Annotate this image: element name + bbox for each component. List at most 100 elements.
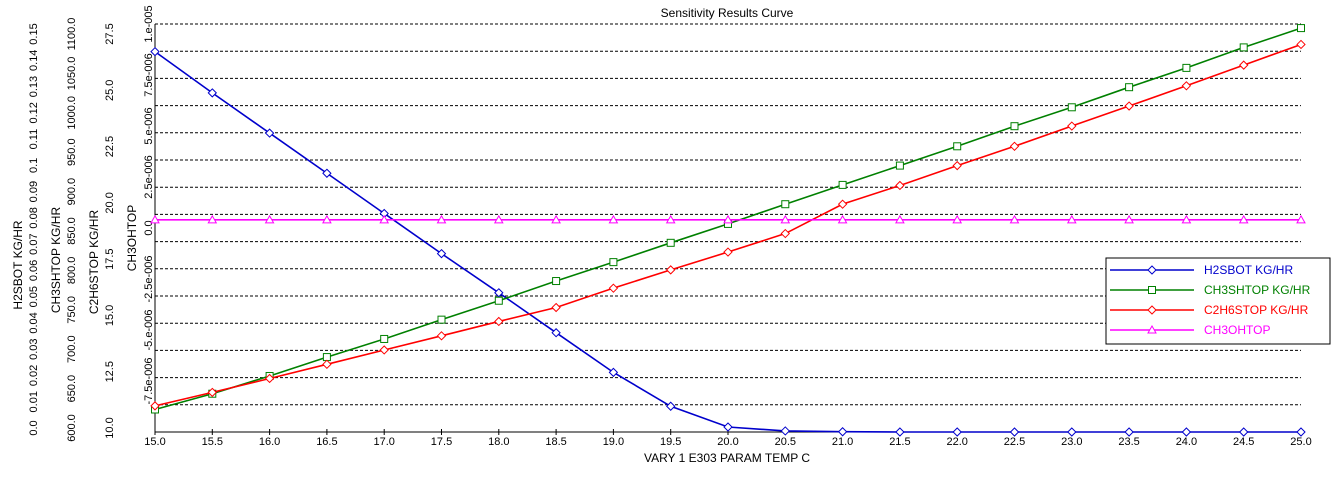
data-point bbox=[551, 302, 561, 313]
data-point bbox=[781, 200, 790, 209]
data-point bbox=[494, 296, 503, 305]
y-axis-3-tick-label: 10.0 bbox=[104, 417, 116, 438]
data-point bbox=[379, 345, 389, 355]
data-point bbox=[665, 214, 676, 224]
y-axis-4-tick-label: 5.e-006 bbox=[143, 107, 155, 144]
y-axis-1-tick-label: 0.06 bbox=[28, 260, 40, 281]
data-point bbox=[723, 214, 733, 224]
y-axis-1-tick-label: 0.05 bbox=[28, 286, 40, 307]
data-point bbox=[1181, 214, 1192, 224]
y-axis-1-title: H2SBOT KG/HR bbox=[11, 220, 25, 309]
y-axis-1-tick-label: 0.14 bbox=[28, 50, 40, 71]
y-axis-2-tick-label: 900.0 bbox=[66, 178, 78, 206]
data-point bbox=[953, 142, 962, 151]
y-axis-1-tick-label: 0.0 bbox=[28, 420, 40, 435]
data-point bbox=[1067, 427, 1077, 437]
data-point bbox=[895, 214, 905, 224]
data-point bbox=[895, 180, 905, 191]
data-point bbox=[551, 328, 561, 338]
data-point bbox=[552, 277, 561, 286]
y-axis-3-tick-label: 20.0 bbox=[104, 192, 116, 213]
data-point bbox=[264, 128, 275, 138]
data-point bbox=[895, 427, 905, 437]
data-point bbox=[1067, 103, 1076, 112]
data-point bbox=[264, 214, 275, 224]
data-point bbox=[436, 214, 447, 224]
x-tick-label: 18.0 bbox=[488, 436, 509, 448]
data-point bbox=[380, 334, 389, 343]
y-axis-2-tick-label: 850.0 bbox=[66, 217, 78, 245]
data-point bbox=[437, 315, 446, 324]
data-point bbox=[1009, 141, 1020, 151]
data-point bbox=[1009, 214, 1020, 224]
data-point bbox=[838, 180, 847, 189]
data-point bbox=[837, 427, 848, 437]
data-point bbox=[780, 214, 791, 224]
legend-marker bbox=[1147, 324, 1157, 334]
x-tick-label: 25.0 bbox=[1290, 436, 1311, 448]
data-point bbox=[1181, 81, 1192, 91]
data-point bbox=[608, 283, 619, 293]
data-point bbox=[1066, 214, 1077, 224]
y-axis-3-tick-label: 27.5 bbox=[104, 23, 116, 44]
data-point bbox=[837, 199, 848, 209]
y-axis-2-tick-label: 1050.0 bbox=[66, 57, 78, 91]
y-axis-3-tick-label: 12.5 bbox=[104, 361, 116, 382]
data-point bbox=[322, 359, 332, 370]
y-axis-4-tick-label: -5.e-006 bbox=[143, 310, 155, 351]
data-point bbox=[608, 214, 619, 224]
data-point bbox=[1010, 122, 1019, 131]
y-axis-4-tick-label: -7.5e-006 bbox=[143, 357, 155, 404]
legend-marker bbox=[1148, 286, 1156, 294]
x-tick-label: 17.0 bbox=[373, 436, 394, 448]
x-tick-label: 21.5 bbox=[889, 436, 910, 448]
data-point bbox=[551, 214, 561, 224]
data-point bbox=[207, 88, 218, 98]
x-tick-label: 16.0 bbox=[259, 436, 280, 448]
x-tick-label: 19.5 bbox=[660, 436, 681, 448]
x-tick-label: 22.5 bbox=[1004, 436, 1025, 448]
data-point bbox=[207, 387, 218, 398]
y-axis-1-tick-label: 0.12 bbox=[28, 102, 40, 123]
data-point bbox=[322, 353, 331, 362]
data-point bbox=[264, 373, 275, 384]
data-point bbox=[1182, 63, 1191, 72]
x-tick-label: 24.0 bbox=[1176, 436, 1197, 448]
data-point bbox=[1296, 427, 1306, 437]
legend-marker bbox=[1147, 305, 1157, 315]
legend-label: C2H6STOP KG/HR bbox=[1204, 303, 1309, 317]
legend-box bbox=[1105, 257, 1331, 345]
data-point bbox=[150, 401, 160, 411]
y-axis-1-tick-label: 0.08 bbox=[28, 207, 40, 228]
legend-marker bbox=[1147, 265, 1157, 275]
x-axis-title: VARY 1 E303 PARAM TEMP C bbox=[644, 451, 810, 465]
data-point bbox=[1297, 24, 1305, 33]
y-axis-1-tick-label: 0.11 bbox=[28, 129, 40, 150]
data-point bbox=[608, 367, 619, 378]
y-axis-4-tick-label: 2.5e-006 bbox=[143, 155, 155, 198]
x-tick-label: 15.5 bbox=[202, 436, 223, 448]
data-point bbox=[1009, 427, 1020, 437]
data-point bbox=[952, 160, 962, 171]
y-axis-1-tick-label: 0.09 bbox=[28, 181, 40, 202]
data-point bbox=[436, 331, 447, 341]
x-tick-label: 21.0 bbox=[832, 436, 853, 448]
y-axis-2-tick-label: 950.0 bbox=[66, 138, 78, 166]
y-axis-2-tick-label: 1100.0 bbox=[66, 18, 78, 51]
data-point bbox=[1238, 214, 1249, 224]
data-point bbox=[1067, 121, 1077, 131]
legend-label: CH3SHTOP KG/HR bbox=[1204, 283, 1311, 297]
data-point bbox=[1296, 214, 1306, 224]
y-axis-1-tick-label: 0.03 bbox=[28, 338, 40, 359]
y-axis-2-title: CH3SHTOP KG/HR bbox=[49, 207, 63, 314]
y-axis-1-tick-label: 0.07 bbox=[28, 233, 40, 254]
x-tick-label: 15.0 bbox=[144, 436, 165, 448]
data-point bbox=[1124, 427, 1134, 437]
data-point bbox=[150, 46, 160, 57]
x-tick-label: 23.0 bbox=[1061, 436, 1082, 448]
legend-label: CH3OHTOP bbox=[1204, 323, 1270, 337]
data-point bbox=[1239, 43, 1248, 52]
y-axis-3-tick-label: 22.5 bbox=[104, 136, 116, 157]
y-axis-4-title: CH3OHTOP bbox=[125, 205, 139, 271]
